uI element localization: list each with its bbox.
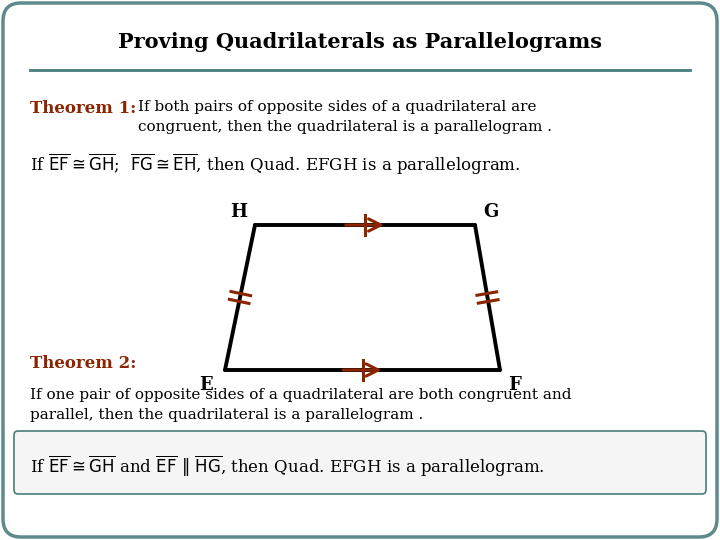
Text: If one pair of opposite sides of a quadrilateral are both congruent and: If one pair of opposite sides of a quadr… — [30, 388, 572, 402]
Text: congruent, then the quadrilateral is a parallelogram .: congruent, then the quadrilateral is a p… — [138, 120, 552, 134]
Text: H: H — [230, 203, 247, 221]
Text: F: F — [508, 376, 521, 394]
Text: Proving Quadrilaterals as Parallelograms: Proving Quadrilaterals as Parallelograms — [118, 32, 602, 52]
Text: E: E — [199, 376, 213, 394]
Text: If $\overline{\mathrm{EF}} \cong \overline{\mathrm{GH}}$ and $\overline{\mathrm{: If $\overline{\mathrm{EF}} \cong \overli… — [30, 454, 544, 478]
Text: If $\overline{\mathrm{EF}} \cong \overline{\mathrm{GH}}$;  $\overline{\mathrm{FG: If $\overline{\mathrm{EF}} \cong \overli… — [30, 152, 521, 177]
Text: If both pairs of opposite sides of a quadrilateral are: If both pairs of opposite sides of a qua… — [138, 100, 536, 114]
Text: parallel, then the quadrilateral is a parallelogram .: parallel, then the quadrilateral is a pa… — [30, 408, 423, 422]
Text: G: G — [483, 203, 498, 221]
FancyBboxPatch shape — [3, 3, 717, 537]
FancyBboxPatch shape — [14, 431, 706, 494]
Text: Theorem 1:: Theorem 1: — [30, 100, 136, 117]
Text: Theorem 2:: Theorem 2: — [30, 355, 136, 372]
